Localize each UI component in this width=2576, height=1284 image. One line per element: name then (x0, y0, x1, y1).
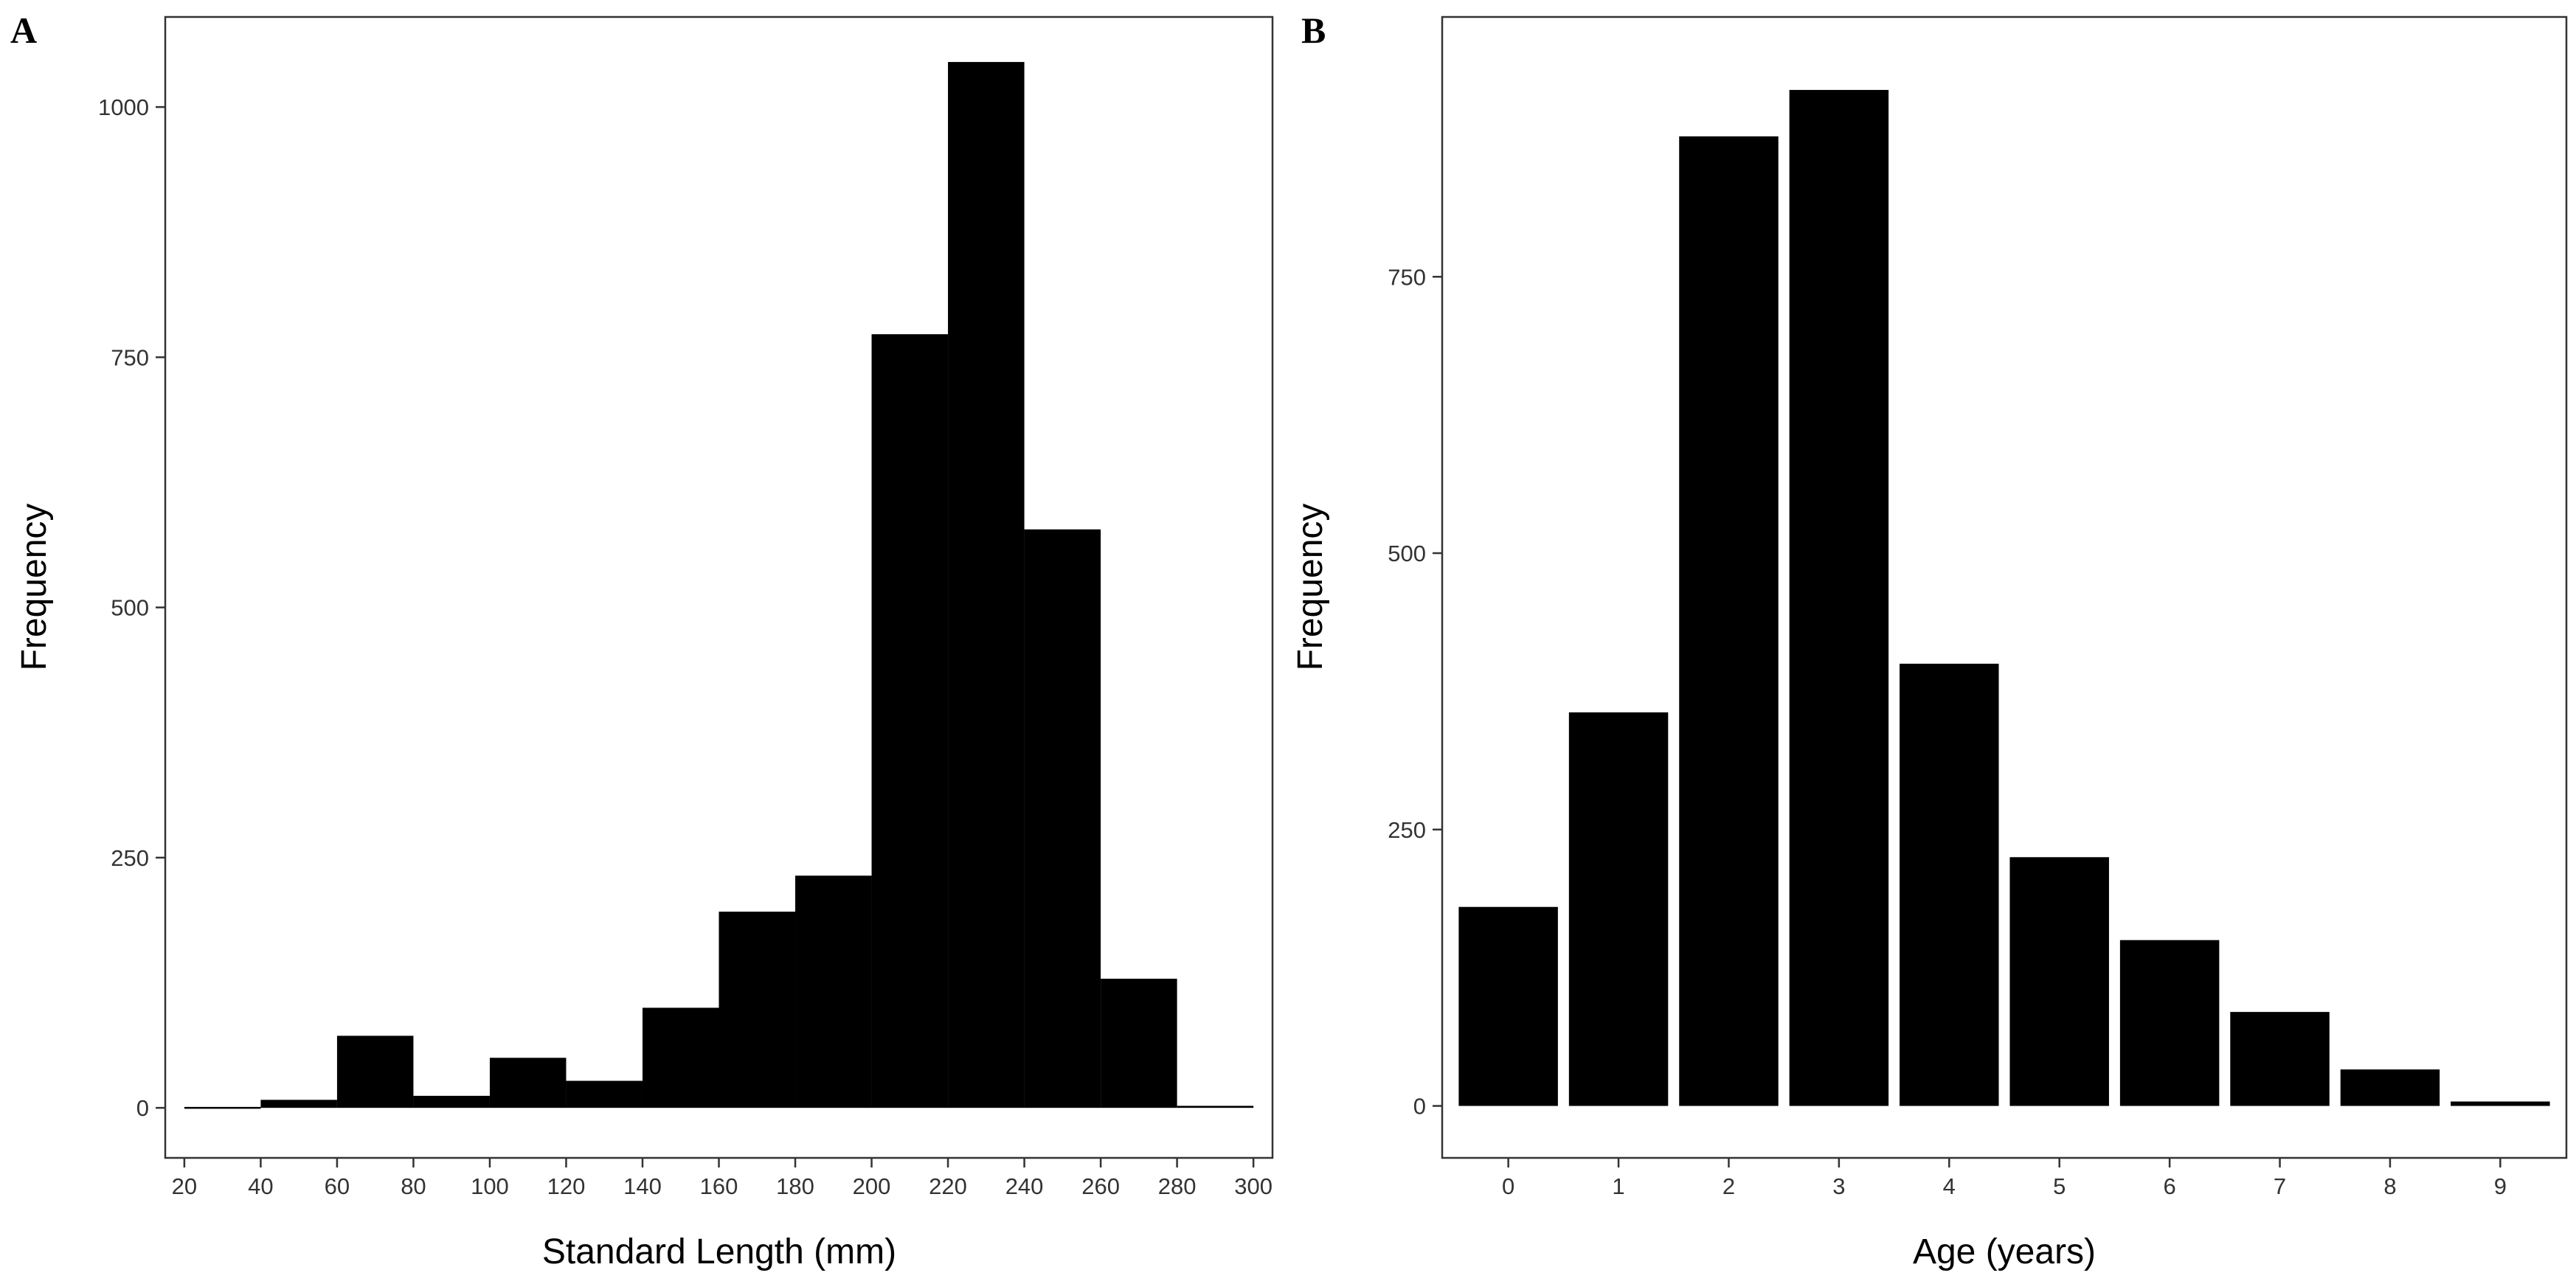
x-tick-label: 220 (929, 1173, 967, 1199)
x-tick-label: 160 (700, 1173, 738, 1199)
histogram-bar (642, 1007, 719, 1108)
age-bar (2009, 857, 2109, 1106)
x-tick-label: 40 (248, 1173, 273, 1199)
histogram-bar (489, 1058, 567, 1108)
x-tick-label: 1 (1612, 1173, 1624, 1199)
x-tick-label: 20 (172, 1173, 197, 1199)
histogram-bar (336, 1035, 414, 1108)
x-axis-b: 0 1 2 3 4 5 6 7 8 9 (1502, 1158, 2507, 1199)
plot-frame-b (1441, 15, 2568, 1159)
y-tick-label: 250 (1388, 817, 1426, 843)
x-tick-label: 180 (776, 1173, 814, 1199)
x-tick-label: 60 (325, 1173, 350, 1199)
x-axis-a: 20 40 60 80 100 120 140 160 180 200 220 240 260 280 30… (172, 1158, 1273, 1199)
x-axis-title-a: Standard Length (mm) (542, 1232, 896, 1271)
x-tick-label: 3 (1832, 1173, 1845, 1199)
histogram-bar (795, 875, 872, 1108)
histogram-bars (184, 62, 1254, 1109)
age-bar (1679, 136, 1779, 1106)
histogram-bar (260, 1100, 337, 1108)
age-bar (1568, 712, 1669, 1106)
histogram-bar (948, 62, 1025, 1108)
age-bar (2230, 1012, 2330, 1106)
age-bar (1900, 663, 1999, 1106)
histogram-bar (1024, 529, 1101, 1108)
x-tick-label: 240 (1005, 1173, 1044, 1199)
histogram-bar (1177, 1106, 1254, 1108)
x-tick-label: 7 (2274, 1173, 2286, 1199)
panel-a: A 0 250 500 750 1000 20 40 60 80 100 120 140 160 180… (10, 10, 1274, 1271)
y-tick-label: 0 (1413, 1094, 1426, 1120)
bar-series (1458, 89, 2550, 1106)
x-tick-label: 260 (1081, 1173, 1120, 1199)
x-tick-label: 280 (1158, 1173, 1197, 1199)
histogram-bar (184, 1106, 261, 1109)
y-tick-label: 0 (136, 1095, 149, 1121)
histogram-bar (719, 912, 796, 1108)
y-axis-b: 0 250 500 750 (1388, 264, 1442, 1120)
age-bar (2340, 1069, 2440, 1106)
x-tick-label: 80 (401, 1173, 426, 1199)
panel-b: B 0 250 500 750 0 1 2 3 4 5 6 7 8 9 Age (years) Freq… (1291, 10, 2568, 1271)
panel-label-b: B (1301, 10, 1326, 51)
x-tick-label: 100 (471, 1173, 509, 1199)
x-tick-label: 120 (547, 1173, 586, 1199)
x-tick-label: 300 (1234, 1173, 1273, 1199)
y-axis-title-b: Frequency (1291, 504, 1330, 671)
x-tick-label: 8 (2383, 1173, 2396, 1199)
x-tick-label: 9 (2494, 1173, 2507, 1199)
x-tick-label: 2 (1722, 1173, 1735, 1199)
x-tick-label: 4 (1943, 1173, 1956, 1199)
y-tick-label: 500 (1388, 541, 1426, 566)
x-tick-label: 200 (853, 1173, 891, 1199)
y-tick-label: 250 (111, 845, 149, 871)
x-tick-label: 0 (1502, 1173, 1514, 1199)
histogram-bar (566, 1080, 643, 1108)
histogram-bar (413, 1095, 490, 1108)
panel-label-a: A (10, 10, 37, 51)
y-tick-label: 750 (1388, 264, 1426, 290)
y-tick-label: 750 (111, 344, 149, 370)
x-tick-label: 6 (2163, 1173, 2175, 1199)
age-bar (1789, 89, 1889, 1106)
histogram-bar (871, 334, 949, 1108)
x-tick-label: 140 (623, 1173, 662, 1199)
x-tick-label: 5 (2053, 1173, 2066, 1199)
histogram-bar (1101, 979, 1177, 1108)
y-tick-label: 1000 (98, 94, 149, 120)
age-bar (2451, 1101, 2550, 1106)
y-tick-label: 500 (111, 595, 149, 621)
age-bar (1458, 906, 1558, 1106)
y-axis-title-a: Frequency (15, 504, 54, 671)
age-bar (2119, 940, 2220, 1106)
x-axis-title-b: Age (years) (1913, 1232, 2096, 1271)
y-axis-a: 0 250 500 750 1000 (98, 94, 165, 1121)
